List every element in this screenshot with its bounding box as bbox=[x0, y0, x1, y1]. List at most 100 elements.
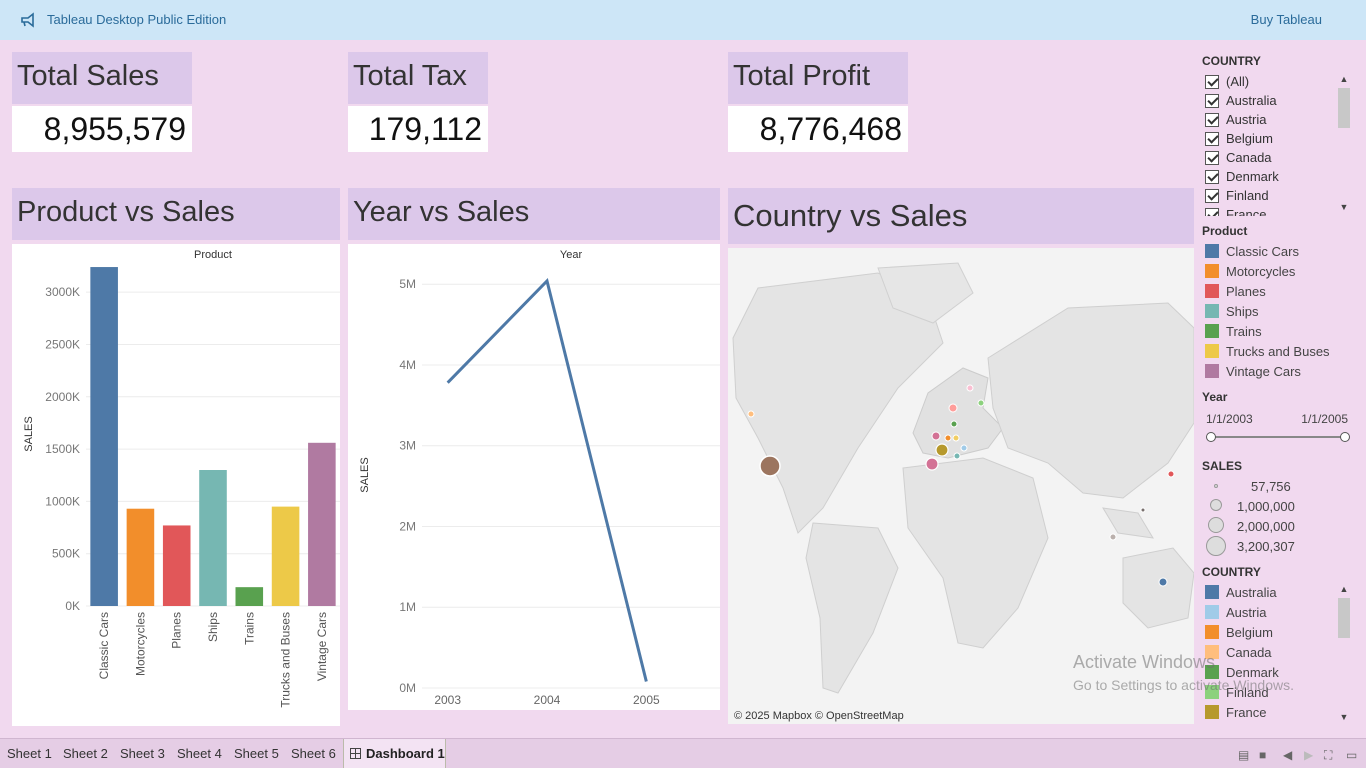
fullscreen-icon[interactable]: ⛶ bbox=[1324, 748, 1333, 762]
line-x-tick-label: 2003 bbox=[434, 693, 461, 707]
bar-mark bbox=[90, 267, 118, 606]
country-sales-map[interactable]: © 2025 Mapbox © OpenStreetMap bbox=[728, 248, 1194, 724]
bar-chart-header: Product bbox=[194, 249, 232, 261]
size-label: 2,000,000 bbox=[1237, 518, 1295, 534]
product-legend: Classic Cars Motorcycles Planes Ships Tr… bbox=[1203, 241, 1353, 381]
checkbox-icon[interactable] bbox=[1205, 112, 1219, 127]
filter-item-canada[interactable]: Canada bbox=[1203, 148, 1353, 167]
legend-swatch bbox=[1205, 284, 1219, 298]
legend-label: Classic Cars bbox=[1226, 243, 1299, 259]
kpi-title-total-tax: Total Tax bbox=[348, 52, 488, 104]
legend-item[interactable]: Austria bbox=[1203, 602, 1353, 622]
checkbox-icon[interactable] bbox=[1205, 131, 1219, 146]
legend-item[interactable]: Ships bbox=[1203, 301, 1353, 321]
size-label: 1,000,000 bbox=[1237, 498, 1295, 514]
scroll-down-icon[interactable]: ▼ bbox=[1339, 202, 1349, 212]
legend-swatch bbox=[1205, 665, 1219, 679]
filter-item-australia[interactable]: Australia bbox=[1203, 91, 1353, 110]
sheet-tab-bar: Sheet 1 Sheet 2 Sheet 3 Sheet 4 Sheet 5 … bbox=[0, 738, 1366, 768]
checkbox-icon[interactable] bbox=[1205, 150, 1219, 165]
bar-x-tick-label: Planes bbox=[170, 612, 184, 649]
line-y-tick-label: 4M bbox=[399, 358, 416, 372]
world-map-svg bbox=[732, 262, 1194, 694]
scroll-thumb[interactable] bbox=[1338, 598, 1350, 638]
tab-sheet-6[interactable]: Sheet 6 bbox=[291, 746, 336, 761]
legend-label: Trucks and Buses bbox=[1226, 343, 1330, 359]
legend-label: Motorcycles bbox=[1226, 263, 1296, 279]
checkbox-icon[interactable] bbox=[1205, 188, 1219, 203]
legend-item[interactable]: Motorcycles bbox=[1203, 261, 1353, 281]
top-bar: Tableau Desktop Public Edition Buy Table… bbox=[0, 0, 1366, 40]
presentation-mode-icon[interactable]: ▭ bbox=[1346, 748, 1358, 762]
tab-sheet-4[interactable]: Sheet 4 bbox=[177, 746, 222, 761]
scroll-down-icon[interactable]: ▼ bbox=[1339, 712, 1349, 722]
activation-watermark-title: Activate Windows bbox=[1073, 652, 1216, 672]
legend-item[interactable]: Canada bbox=[1203, 642, 1353, 662]
filter-item-finland[interactable]: Finland bbox=[1203, 186, 1353, 205]
line-y-tick-label: 5M bbox=[399, 277, 416, 291]
year-max-label: 1/1/2005 bbox=[1301, 412, 1348, 426]
legend-item[interactable]: France bbox=[1203, 702, 1353, 722]
legend-label: Austria bbox=[1226, 604, 1267, 620]
filter-item-austria[interactable]: Austria bbox=[1203, 110, 1353, 129]
legend-item[interactable]: Vintage Cars bbox=[1203, 361, 1353, 381]
country-color-legend: Australia Austria Belgium Canada Denmark… bbox=[1203, 582, 1353, 722]
size-dot-icon bbox=[1208, 517, 1224, 533]
kpi-value-total-sales: 8,955,579 bbox=[12, 106, 192, 152]
bar-mark bbox=[162, 525, 191, 606]
year-slider-max-handle[interactable] bbox=[1340, 432, 1350, 442]
tab-sheet-2[interactable]: Sheet 2 bbox=[63, 746, 108, 761]
filter-item-denmark[interactable]: Denmark bbox=[1203, 167, 1353, 186]
scroll-thumb[interactable] bbox=[1338, 88, 1350, 128]
checkbox-icon[interactable] bbox=[1205, 207, 1219, 216]
country-filter-scrollbar[interactable]: ▲ ▼ bbox=[1338, 72, 1350, 214]
line-chart-header: Year bbox=[560, 249, 583, 261]
year-slider-track[interactable] bbox=[1211, 436, 1345, 438]
filter-item-france[interactable]: France bbox=[1203, 205, 1353, 216]
legend-item[interactable]: Australia bbox=[1203, 582, 1353, 602]
tab-dashboard-1[interactable]: Dashboard 1 bbox=[366, 746, 445, 761]
legend-item[interactable]: Denmark bbox=[1203, 662, 1353, 682]
legend-item[interactable]: Finland bbox=[1203, 682, 1353, 702]
year-slider-labels: 1/1/2003 1/1/2005 bbox=[1206, 412, 1348, 426]
sales-line-series bbox=[446, 277, 648, 682]
country-legend-scrollbar[interactable]: ▲ ▼ bbox=[1338, 582, 1350, 724]
product-sales-title: Product vs Sales bbox=[12, 188, 340, 240]
tab-sheet-1[interactable]: Sheet 1 bbox=[7, 746, 52, 761]
checkbox-icon[interactable] bbox=[1205, 169, 1219, 184]
product-sales-chart: Product SALES 0K 500K 1000K 1500K 2000K 2500K 30… bbox=[12, 244, 340, 726]
legend-label: Finland bbox=[1226, 684, 1269, 700]
legend-item[interactable]: Trains bbox=[1203, 321, 1353, 341]
filter-item-all[interactable]: (All) bbox=[1203, 72, 1353, 91]
scroll-up-icon[interactable]: ▲ bbox=[1339, 584, 1349, 594]
next-sheet-icon[interactable]: ▶ bbox=[1304, 748, 1314, 762]
sheet-sorter-icon[interactable]: ■ bbox=[1259, 748, 1267, 762]
tab-sheet-5[interactable]: Sheet 5 bbox=[234, 746, 279, 761]
filter-label: Denmark bbox=[1226, 169, 1279, 184]
bar-y-tick-label: 0K bbox=[65, 599, 80, 613]
filmstrip-view-icon[interactable]: ▤ bbox=[1238, 748, 1250, 762]
line-y-tick-label: 1M bbox=[399, 600, 416, 614]
bar-x-tick-label: Vintage Cars bbox=[315, 612, 329, 681]
bar-mark bbox=[271, 506, 300, 606]
legend-item[interactable]: Planes bbox=[1203, 281, 1353, 301]
legend-label: Belgium bbox=[1226, 624, 1273, 640]
year-filter-header: Year bbox=[1202, 390, 1228, 404]
filter-item-belgium[interactable]: Belgium bbox=[1203, 129, 1353, 148]
legend-swatch bbox=[1205, 645, 1219, 659]
previous-sheet-icon[interactable]: ◀ bbox=[1283, 748, 1293, 762]
country-filter-list: (All) Australia Austria Belgium Canada D… bbox=[1203, 72, 1353, 216]
checkbox-icon[interactable] bbox=[1205, 93, 1219, 108]
legend-item[interactable]: Trucks and Buses bbox=[1203, 341, 1353, 361]
legend-swatch bbox=[1205, 625, 1219, 639]
legend-item[interactable]: Belgium bbox=[1203, 622, 1353, 642]
buy-tableau-link[interactable]: Buy Tableau bbox=[1250, 12, 1322, 27]
tab-sheet-3[interactable]: Sheet 3 bbox=[120, 746, 165, 761]
legend-swatch bbox=[1205, 364, 1219, 378]
checkbox-icon[interactable] bbox=[1205, 74, 1219, 89]
year-slider-min-handle[interactable] bbox=[1206, 432, 1216, 442]
scroll-up-icon[interactable]: ▲ bbox=[1339, 74, 1349, 84]
legend-item[interactable]: Classic Cars bbox=[1203, 241, 1353, 261]
legend-swatch bbox=[1205, 605, 1219, 619]
legend-label: Vintage Cars bbox=[1226, 363, 1301, 379]
